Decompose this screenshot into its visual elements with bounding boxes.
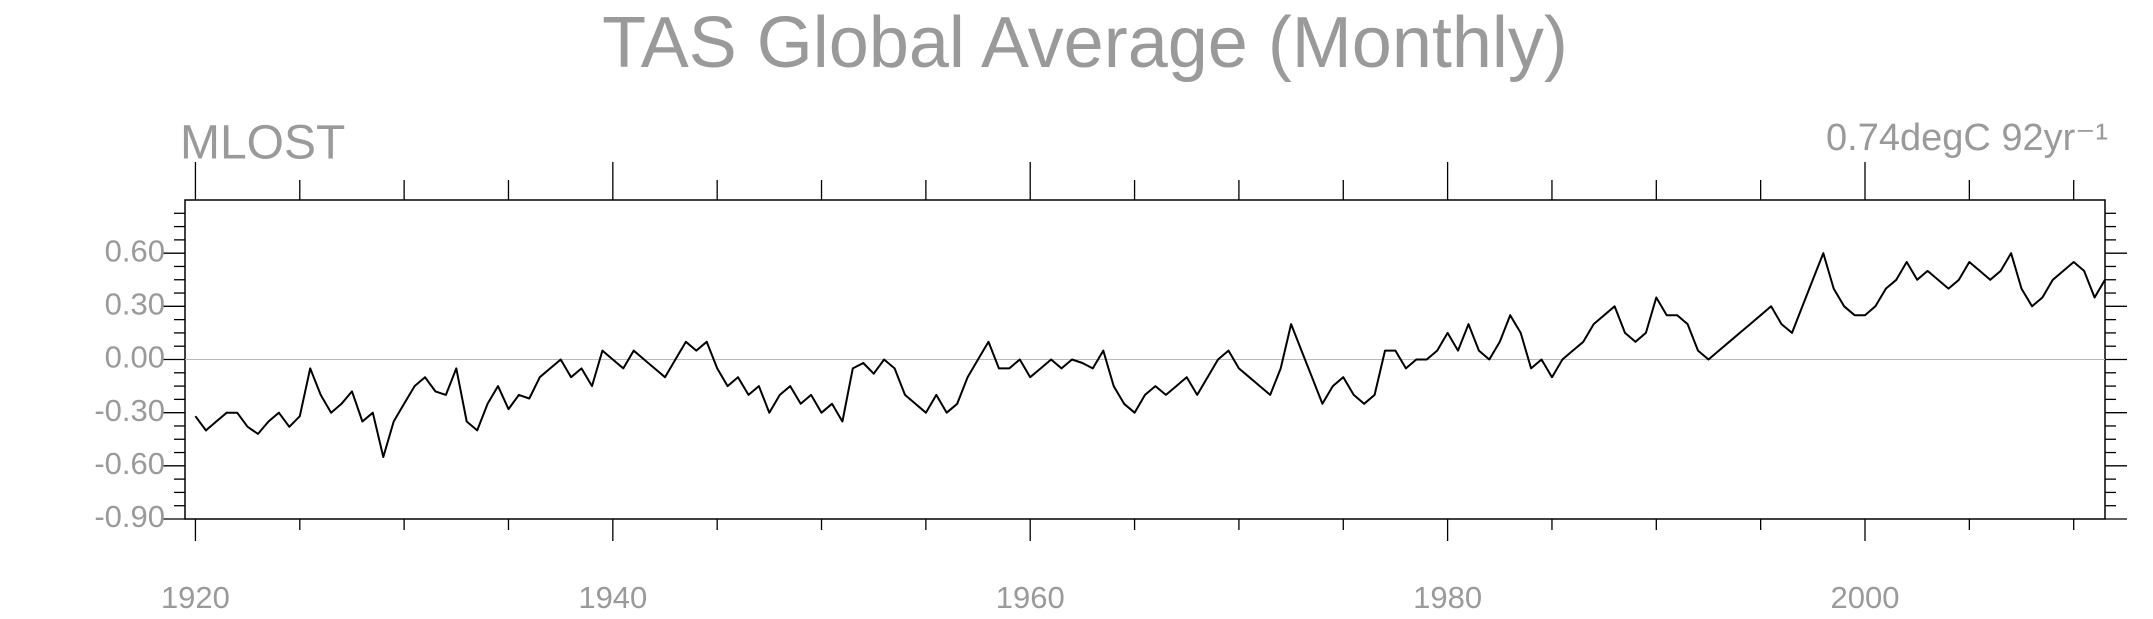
x-tick-label: 1980 [1413,580,1482,615]
y-tick-label: -0.30 [94,393,165,428]
x-tick-label: 1920 [161,580,230,615]
y-tick-label: 0.00 [105,340,165,375]
x-tick-label: 1940 [578,580,647,615]
x-tick-label: 1960 [996,580,1065,615]
subtitle-left: MLOST [180,117,345,170]
chart-title: TAS Global Average (Monthly) [602,3,1568,83]
y-tick-label: 0.60 [105,233,165,268]
subtitle-right: 0.74degC 92yr⁻¹ [1826,117,2108,159]
data-line [194,252,2106,458]
y-tick-label: -0.90 [94,499,165,534]
y-tick-label: 0.30 [105,287,165,322]
y-tick-label: -0.60 [94,446,165,481]
x-tick-label: 2000 [1831,580,1900,615]
